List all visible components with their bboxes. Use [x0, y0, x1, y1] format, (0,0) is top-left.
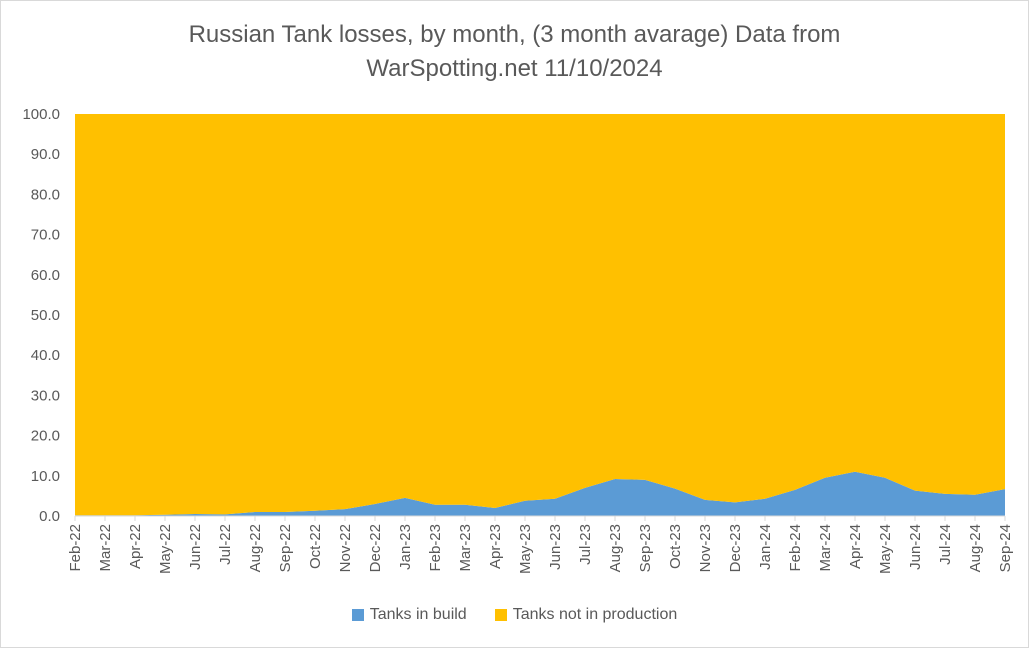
y-tick-label: 70.0 [31, 227, 60, 244]
area-series-1 [75, 471, 1005, 516]
x-tick-label: Oct-22 [307, 524, 324, 569]
area-series-2 [75, 114, 1005, 516]
y-tick-label: 100.0 [22, 106, 60, 123]
x-tick-label: Apr-23 [487, 524, 504, 569]
x-tick-label: May-23 [517, 524, 534, 574]
x-tick-label: Feb-24 [787, 524, 804, 572]
x-tick-label: Sep-23 [637, 524, 654, 572]
chart-title: Russian Tank losses, by month, (3 month … [0, 18, 1029, 86]
y-tick-label: 80.0 [31, 186, 60, 203]
y-tick-label: 20.0 [31, 428, 60, 445]
legend-swatch-series-2 [494, 609, 507, 621]
x-tick-label: Jul-22 [217, 524, 234, 565]
x-tick-label: Mar-24 [817, 524, 834, 572]
x-tick-label: Mar-23 [457, 524, 474, 572]
x-tick-label: Oct-23 [667, 524, 684, 569]
x-tick-label: Jan-24 [757, 524, 774, 570]
x-tick-label: Sep-24 [997, 524, 1014, 572]
x-tick-label: Dec-23 [727, 524, 744, 572]
x-tick-label: Apr-24 [847, 524, 864, 569]
x-tick-label: Jan-23 [397, 524, 414, 570]
x-tick-label: Jun-23 [547, 524, 564, 570]
y-tick-label: 90.0 [31, 146, 60, 163]
x-tick-label: Feb-22 [67, 524, 84, 572]
chart-title-line-1: Russian Tank losses, by month, (3 month … [188, 21, 841, 48]
legend-swatch-series-1 [351, 609, 364, 621]
x-tick-label: Dec-22 [367, 524, 384, 572]
y-axis: 0.0 10.0 20.0 30.0 40.0 50.0 60.0 70.0 80.0 90.0 1… [22, 106, 60, 525]
x-tick-label: Jul-24 [937, 524, 954, 565]
x-axis: Feb-22 Mar-22 Apr-22 May-22 Jun-22 Jul-22 Aug-… [67, 515, 1014, 574]
legend: Tanks in build Tanks not in production [0, 606, 1029, 624]
x-tick-label: Sep-22 [277, 524, 294, 572]
chart-title-line-2: WarSpotting.net 11/10/2024 [366, 55, 663, 82]
x-tick-label: Nov-23 [697, 524, 714, 572]
x-tick-label: Jun-22 [187, 524, 204, 570]
legend-label-series-2: Tanks not in production [512, 606, 678, 623]
x-tick-label: Jul-23 [577, 524, 594, 565]
legend-item-series-2: Tanks not in production [494, 606, 678, 624]
y-tick-label: 60.0 [31, 267, 60, 284]
y-tick-label: 50.0 [31, 307, 60, 324]
x-tick-label: Aug-23 [607, 524, 624, 572]
x-tick-label: Jun-24 [907, 524, 924, 570]
x-tick-label: Aug-22 [247, 524, 264, 572]
y-tick-label: 10.0 [31, 468, 60, 485]
plot-areas [75, 114, 1005, 516]
x-tick-label: Feb-23 [427, 524, 444, 572]
x-tick-label: Mar-22 [97, 524, 114, 572]
x-tick-label: Apr-22 [127, 524, 144, 569]
y-tick-label: 30.0 [31, 387, 60, 404]
x-tick-label: Aug-24 [967, 524, 984, 572]
y-tick-label: 0.0 [39, 508, 60, 525]
x-tick-label: Nov-22 [337, 524, 354, 572]
legend-label-series-1: Tanks in build [369, 606, 467, 623]
y-tick-label: 40.0 [31, 347, 60, 364]
x-tick-label: May-24 [877, 524, 894, 574]
legend-item-series-1: Tanks in build [351, 606, 467, 624]
x-tick-label: May-22 [157, 524, 174, 574]
